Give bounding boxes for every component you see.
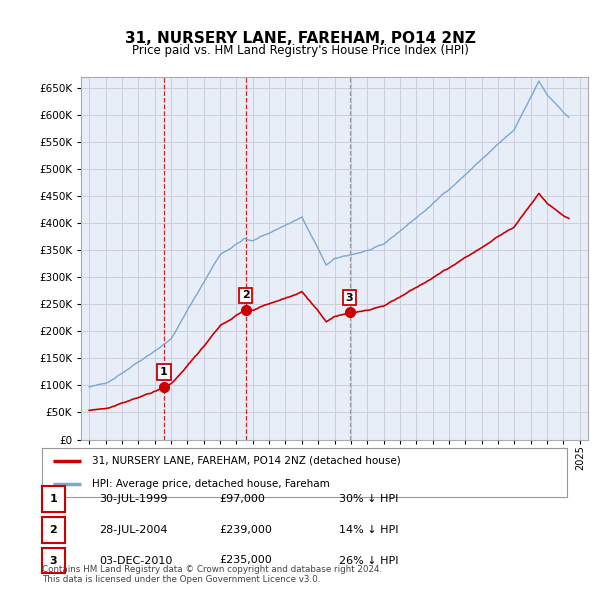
Text: £235,000: £235,000: [219, 556, 272, 565]
Text: 1: 1: [160, 367, 168, 377]
Text: HPI: Average price, detached house, Fareham: HPI: Average price, detached house, Fare…: [92, 479, 329, 489]
Text: 2: 2: [242, 290, 250, 300]
Text: £97,000: £97,000: [219, 494, 265, 504]
Text: Price paid vs. HM Land Registry's House Price Index (HPI): Price paid vs. HM Land Registry's House …: [131, 44, 469, 57]
Text: 3: 3: [346, 293, 353, 303]
Text: 26% ↓ HPI: 26% ↓ HPI: [339, 556, 398, 565]
Text: 14% ↓ HPI: 14% ↓ HPI: [339, 525, 398, 535]
Text: 31, NURSERY LANE, FAREHAM, PO14 2NZ: 31, NURSERY LANE, FAREHAM, PO14 2NZ: [125, 31, 475, 45]
Text: 30-JUL-1999: 30-JUL-1999: [99, 494, 167, 504]
Text: 28-JUL-2004: 28-JUL-2004: [99, 525, 167, 535]
Text: 3: 3: [50, 556, 57, 565]
Text: 31, NURSERY LANE, FAREHAM, PO14 2NZ (detached house): 31, NURSERY LANE, FAREHAM, PO14 2NZ (det…: [92, 456, 401, 466]
Text: 1: 1: [50, 494, 57, 504]
Text: 30% ↓ HPI: 30% ↓ HPI: [339, 494, 398, 504]
Text: 2: 2: [50, 525, 57, 535]
Text: £239,000: £239,000: [219, 525, 272, 535]
Text: Contains HM Land Registry data © Crown copyright and database right 2024.
This d: Contains HM Land Registry data © Crown c…: [42, 565, 382, 584]
Text: 03-DEC-2010: 03-DEC-2010: [99, 556, 172, 565]
